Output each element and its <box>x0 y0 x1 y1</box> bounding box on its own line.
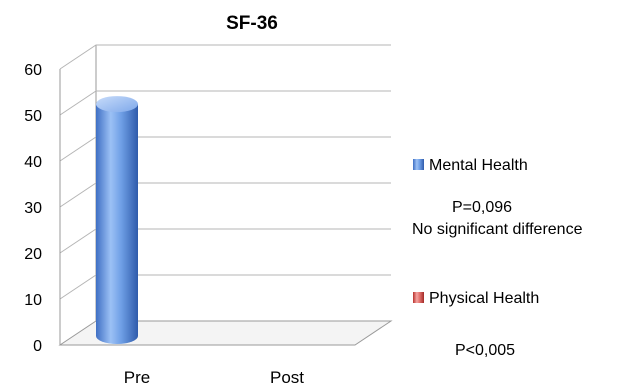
y-tick-label: 40 <box>24 154 42 171</box>
legend-label: Mental Health <box>429 157 528 174</box>
legend-swatch <box>413 292 424 303</box>
axis-layer: 0 10 20 30 40 50 60 Pre Post <box>24 62 304 387</box>
y-tick-label: 10 <box>24 292 42 309</box>
y-tick-label: 50 <box>24 108 42 125</box>
y-tick-label: 0 <box>33 338 42 355</box>
physical-p-value: P<0,005 <box>455 342 516 359</box>
y-tick-label: 20 <box>24 246 42 263</box>
chart-title: SF-36 <box>226 13 278 34</box>
gridline <box>59 44 391 70</box>
bar-layer <box>96 96 138 345</box>
y-tick-label: 30 <box>24 200 42 217</box>
legend: Mental Health Physical Health <box>413 157 539 307</box>
y-tick-label: 60 <box>24 62 42 79</box>
gridline <box>59 90 391 116</box>
chart-floor <box>58 320 393 346</box>
x-tick-label: Post <box>270 368 304 385</box>
bar <box>96 96 138 345</box>
legend-label: Physical Health <box>429 290 539 307</box>
x-tick-label: Pre <box>124 368 150 385</box>
mental-significance-note: No significant difference <box>412 221 583 238</box>
legend-swatch <box>413 159 424 170</box>
mental-p-value: P=0,096 <box>452 199 513 216</box>
